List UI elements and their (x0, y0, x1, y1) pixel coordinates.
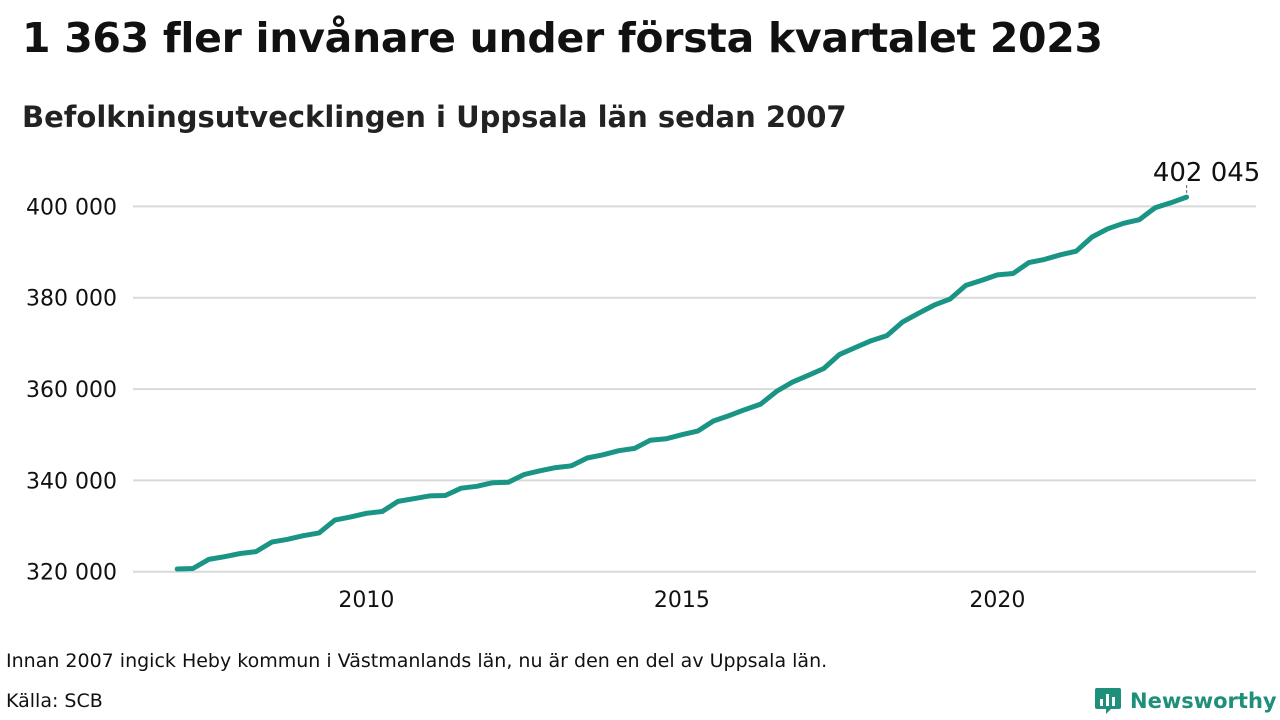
data-point (742, 407, 747, 412)
data-point (601, 452, 606, 457)
data-point (1137, 217, 1142, 222)
brand-logo[interactable]: Newsworthy (1094, 686, 1277, 716)
data-point (206, 557, 211, 562)
data-point (364, 511, 369, 516)
data-point (758, 402, 763, 407)
footnote: Innan 2007 ingick Heby kommun i Västmanl… (6, 650, 828, 672)
data-point (916, 311, 921, 316)
data-point (1058, 252, 1063, 257)
data-point (1074, 249, 1079, 254)
data-point (348, 514, 353, 519)
end-value-label: 402 045 (1153, 158, 1261, 188)
data-point (821, 366, 826, 371)
data-point (853, 345, 858, 350)
data-point (506, 480, 511, 485)
data-point (869, 338, 874, 343)
newsworthy-logo-icon (1095, 688, 1121, 714)
data-point (695, 429, 700, 434)
data-point (490, 480, 495, 485)
data-point (932, 303, 937, 308)
data-point (632, 446, 637, 451)
x-tick-label: 2015 (654, 588, 710, 613)
data-point (537, 468, 542, 473)
gridlines (133, 205, 1256, 573)
data-point (285, 537, 290, 542)
data-point (711, 419, 716, 424)
data-point (664, 436, 669, 441)
y-tick-label: 360 000 (26, 378, 117, 403)
data-point (806, 373, 811, 378)
data-point (301, 533, 306, 538)
data-point (1153, 205, 1158, 210)
data-point (459, 486, 464, 491)
x-tick-label: 2010 (338, 588, 394, 613)
source-label: Källa: SCB (6, 690, 103, 712)
data-point (474, 484, 479, 489)
data-point (948, 297, 953, 302)
data-point (995, 272, 1000, 277)
data-point (1105, 226, 1110, 231)
y-axis-ticks: 320 000 340 000 360 000 380 000 400 000 (26, 195, 117, 585)
y-tick-label: 380 000 (26, 287, 117, 312)
data-point (269, 540, 274, 545)
data-point (238, 551, 243, 556)
data-point (190, 566, 195, 571)
data-point (443, 493, 448, 498)
x-axis-ticks: 2010 2015 2020 (338, 588, 1025, 613)
data-point (585, 456, 590, 461)
data-point (1011, 271, 1016, 276)
data-point (1042, 257, 1047, 262)
y-tick-label: 340 000 (26, 469, 117, 494)
data-point (1184, 195, 1189, 200)
data-point (317, 530, 322, 535)
data-point (222, 554, 227, 559)
brand-name: Newsworthy (1130, 689, 1277, 713)
data-point (395, 499, 400, 504)
data-point (774, 389, 779, 394)
data-point (679, 432, 684, 437)
y-tick-label: 400 000 (26, 195, 117, 220)
data-point (380, 509, 385, 514)
series-line (174, 194, 1190, 572)
data-point (1089, 235, 1094, 240)
data-point (900, 319, 905, 324)
data-point (1121, 221, 1126, 226)
data-point (884, 333, 889, 338)
data-point (616, 448, 621, 453)
data-point (837, 352, 842, 357)
series-layer (174, 194, 1190, 572)
x-tick-label: 2020 (969, 588, 1025, 613)
data-point (411, 496, 416, 501)
data-point (963, 283, 968, 288)
data-point (790, 380, 795, 385)
data-point (727, 413, 732, 418)
annotation-layer: 402 045 (1153, 158, 1261, 194)
y-tick-label: 320 000 (26, 561, 117, 586)
data-point (979, 278, 984, 283)
data-point (1168, 200, 1173, 205)
data-point (522, 472, 527, 477)
chart-title: 1 363 fler invånare under första kvartal… (22, 14, 1103, 62)
data-point (254, 549, 259, 554)
data-point (648, 438, 653, 443)
data-point (427, 493, 432, 498)
chart-subtitle: Befolkningsutvecklingen i Uppsala län se… (22, 100, 847, 134)
data-point (1026, 260, 1031, 265)
data-point (175, 566, 180, 571)
data-point (553, 465, 558, 470)
data-point (332, 518, 337, 523)
data-point (569, 463, 574, 468)
